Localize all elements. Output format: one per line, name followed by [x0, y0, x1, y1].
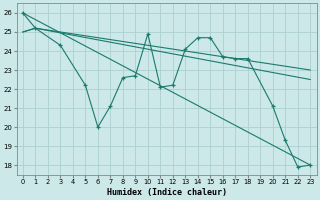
- X-axis label: Humidex (Indice chaleur): Humidex (Indice chaleur): [107, 188, 227, 197]
